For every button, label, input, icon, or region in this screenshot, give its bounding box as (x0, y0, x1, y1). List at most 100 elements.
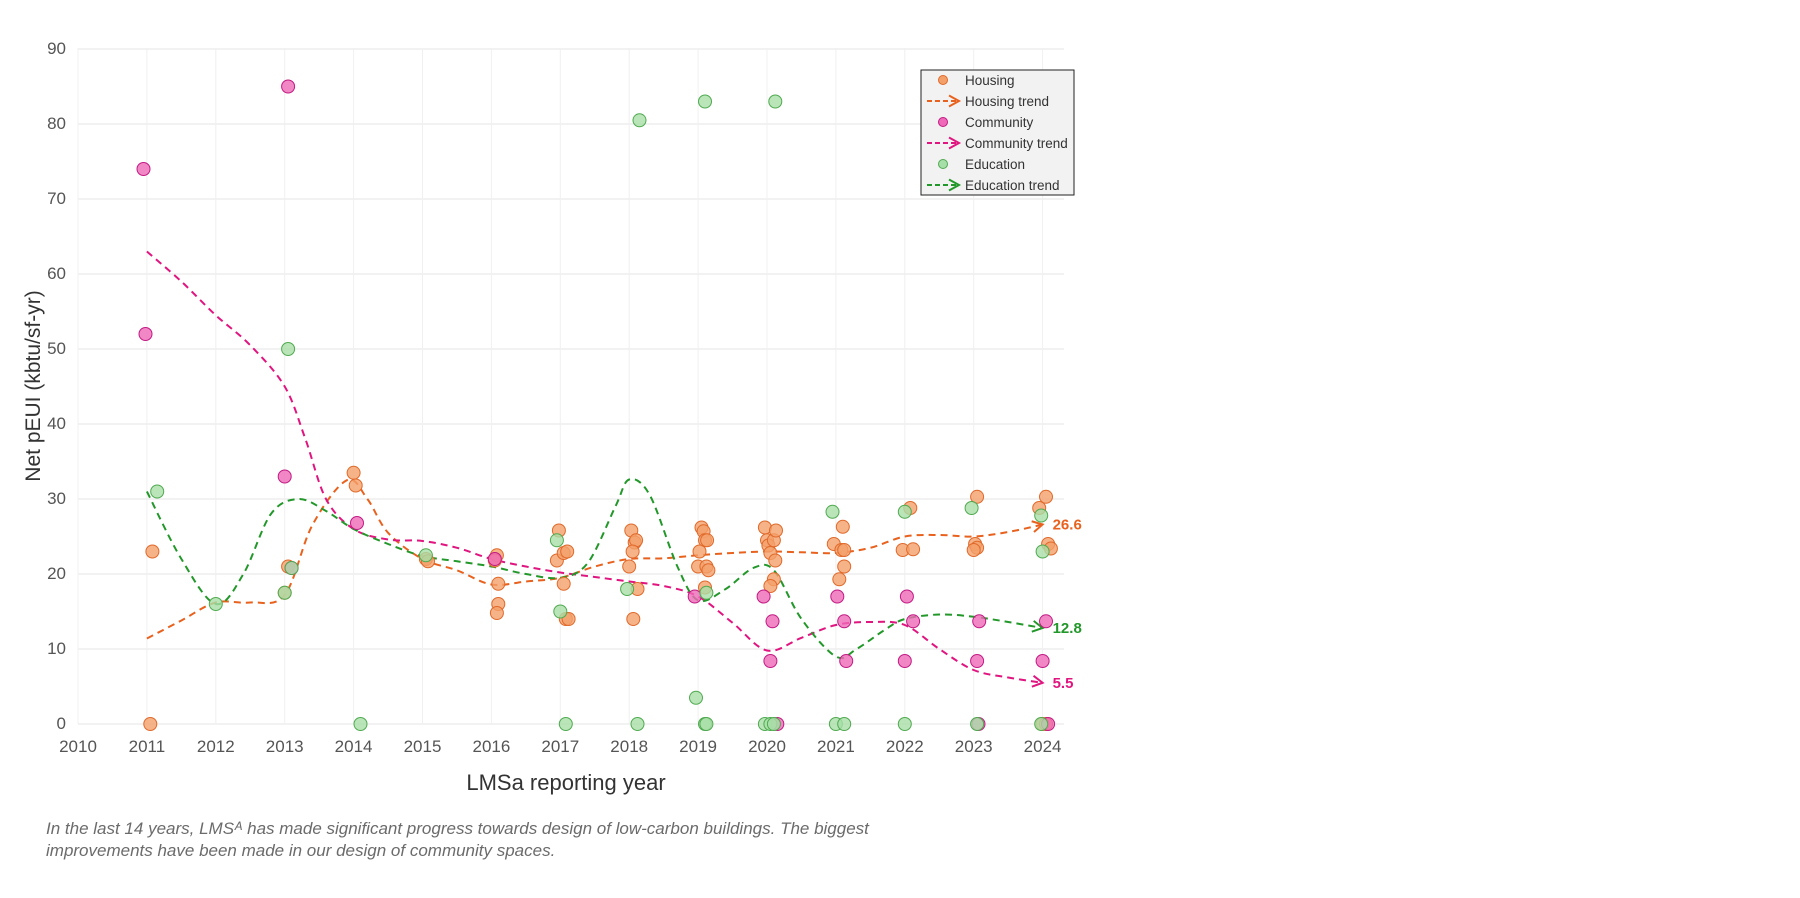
x-tick-label: 2016 (472, 737, 510, 756)
education-point (353, 717, 368, 731)
education-point (768, 94, 783, 109)
housing-point (763, 579, 778, 593)
housing-point (837, 559, 852, 574)
x-tick-label: 2021 (817, 737, 855, 756)
education-point (970, 717, 985, 731)
education-point (698, 94, 712, 109)
x-tick-label: 2012 (197, 737, 235, 756)
community-point (897, 654, 912, 668)
housing-trend-end-label: 26.6 (1053, 517, 1082, 534)
housing-point (906, 542, 921, 557)
legend-education-label: Education (965, 157, 1025, 172)
housing-point (700, 533, 715, 548)
community-trend-end-label: 5.5 (1053, 675, 1074, 692)
y-tick-label: 60 (47, 264, 66, 283)
education-point (632, 113, 647, 128)
community-point (277, 469, 292, 484)
y-tick-label: 70 (47, 189, 66, 208)
education-point (689, 690, 703, 705)
y-tick-label: 30 (47, 489, 66, 508)
community-trend-line (146, 250, 1043, 684)
y-tick-label: 90 (47, 39, 66, 58)
housing-point (1039, 489, 1053, 504)
community-point (487, 552, 502, 566)
data-points (136, 79, 1058, 731)
education-point (825, 504, 840, 519)
housing-point (143, 717, 158, 731)
housing-point (769, 523, 783, 538)
housing-point (348, 478, 363, 493)
legend-housing-trend-arrowhead (948, 94, 962, 108)
community-point (839, 654, 854, 668)
legend-education-trend-label: Education trend (965, 178, 1060, 193)
education-trend-line (146, 478, 1043, 660)
legend-housing-label: Housing (965, 73, 1015, 88)
education-point (284, 561, 299, 575)
legend-housing-trend-label: Housing trend (965, 94, 1049, 109)
housing-point (556, 576, 571, 591)
x-tick-label: 2024 (1024, 737, 1062, 756)
x-tick-label: 2017 (541, 737, 579, 756)
education-point (553, 604, 568, 619)
community-trend-arrowhead (1031, 675, 1045, 688)
housing-point (346, 465, 361, 480)
legend-community-trend-label: Community trend (965, 136, 1068, 151)
education-point (208, 597, 223, 611)
housing-point (625, 544, 640, 559)
education-point (1034, 717, 1049, 731)
legend-education-trend-arrowhead (948, 178, 962, 192)
community-point (136, 162, 151, 176)
education-point (1034, 508, 1049, 523)
housing-point (692, 544, 707, 559)
community-point (1039, 614, 1053, 629)
community-point (837, 614, 852, 629)
education-point (699, 717, 714, 731)
chart: 0 10 20 30 40 50 60 70 80 90 2010 2011 2012 2013 2014 2… (22, 39, 1082, 795)
y-tick-label: 80 (47, 114, 66, 133)
trend-end-labels: 26.6 5.5 12.8 (1053, 517, 1082, 692)
x-tick-label: 2015 (404, 737, 442, 756)
housing-point (970, 489, 985, 504)
chart-caption: In the last 14 years, LMSᴬ has made sign… (46, 819, 869, 860)
y-tick-label: 0 (57, 714, 66, 733)
x-axis-title: LMSa reporting year (466, 770, 665, 795)
community-point (1035, 654, 1050, 668)
legend-box (920, 69, 1075, 196)
legend: Housing Housing trend Community Community t… (920, 69, 1075, 196)
housing-point (701, 563, 716, 578)
education-point (766, 717, 781, 731)
education-point (549, 533, 564, 548)
community-point (281, 79, 296, 94)
education-point (964, 501, 979, 515)
housing-point (832, 572, 847, 587)
community-point (350, 516, 364, 530)
education-point (150, 484, 165, 499)
education-point (897, 717, 912, 731)
y-tick-label: 20 (47, 564, 66, 583)
education-trend-arrowhead (1031, 620, 1045, 633)
x-tick-label: 2014 (335, 737, 373, 756)
education-point (281, 342, 296, 356)
x-tick-label: 2010 (59, 737, 97, 756)
housing-point (145, 544, 160, 559)
community-point (138, 327, 153, 341)
x-tick-label: 2023 (955, 737, 993, 756)
community-point (687, 589, 702, 604)
legend-housing-marker (938, 75, 948, 85)
education-point (837, 717, 852, 731)
housing-point (622, 559, 637, 574)
x-tick-label: 2011 (129, 737, 166, 756)
housing-point (835, 519, 850, 534)
education-point (699, 585, 714, 600)
community-point (972, 614, 987, 629)
housing-trend-arrowhead (1031, 520, 1045, 533)
housing-point (837, 543, 852, 557)
tick-labels: 0 10 20 30 40 50 60 70 80 90 2010 2011 2012 2013 2014 2… (47, 39, 1061, 756)
education-point (277, 585, 292, 600)
housing-point (768, 553, 783, 568)
education-point (558, 717, 573, 731)
y-tick-label: 50 (47, 339, 66, 358)
legend-community-marker (938, 117, 948, 127)
legend-community-trend-arrowhead (948, 136, 962, 150)
education-point (620, 582, 635, 596)
